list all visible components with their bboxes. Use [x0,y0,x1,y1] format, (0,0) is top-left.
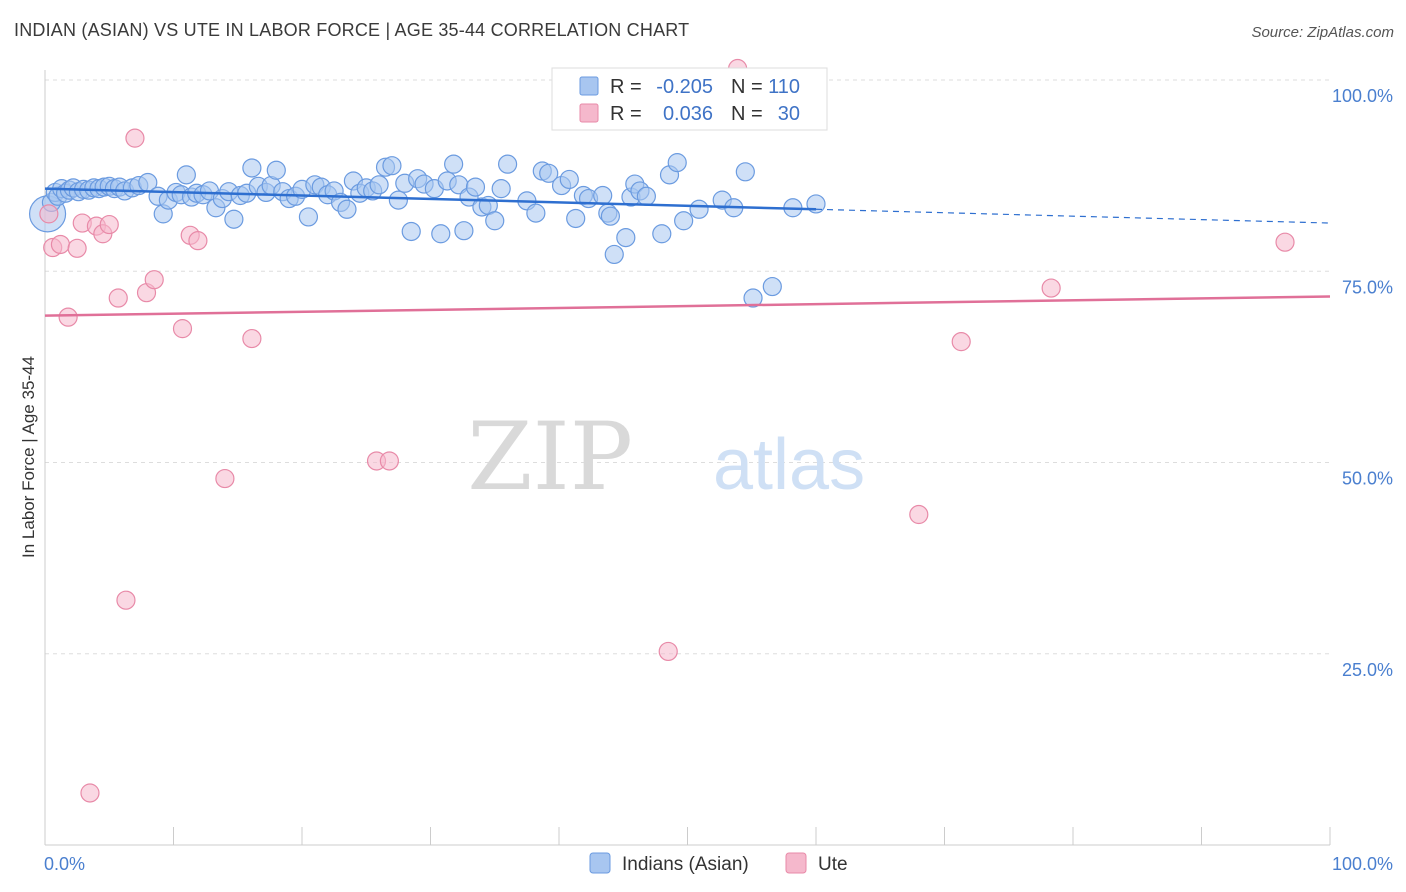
ute-point [1275,232,1295,252]
legend-n-label-indians: N = [731,76,763,98]
y-tick-labels: 25.0% 50.0% 75.0% 100.0% [1332,86,1393,680]
indians-point [382,156,402,176]
legend-r-label-ute: R = [610,103,642,125]
watermark-zip: ZIP [467,403,633,512]
indians-point [652,224,672,244]
series-ute [39,58,1295,803]
ute-point [172,319,193,339]
indians-point [566,208,586,229]
legend-swatch-indians [579,76,599,96]
indians-point [743,288,763,308]
indians-point [616,227,636,248]
indians-point [401,221,421,242]
ute-point [108,288,128,308]
indians-point [431,224,451,244]
ute-point [144,270,164,290]
series-legend: Indians (Asian) Ute [589,852,848,875]
ute-point [99,214,119,235]
ute-point [242,328,262,349]
ute-point [1041,278,1061,298]
ute-point [125,128,145,148]
indians-point [498,154,518,174]
indians-point [689,199,709,219]
indians-point [388,190,408,210]
y-tick-label-100: 100.0% [1332,86,1393,106]
ute-point [39,204,59,224]
watermark-atlas: atlas [713,425,865,505]
indians-point [485,211,505,231]
indians-point [465,177,486,197]
ute-point [116,590,136,610]
indians-point [600,206,621,226]
legend-r-label-indians: R = [610,76,642,98]
indians-point [454,221,474,241]
source-credit: Source: ZipAtlas.com [1251,24,1394,41]
indians-point [604,244,624,265]
bottom-legend-label-indians: Indians (Asian) [622,854,749,875]
chart-title: INDIAN (ASIAN) VS UTE IN LABOR FORCE | A… [14,20,690,40]
x-tick-label-min: 0.0% [44,854,85,874]
correlation-legend: R = -0.205 N = 110 R = 0.036 N = 30 [551,67,828,131]
indians-point [674,211,694,231]
indians-trend-line [44,187,817,211]
ute-point [58,307,78,327]
indians-point [526,203,546,223]
watermark: ZIP atlas [467,403,865,512]
indians-point [735,162,755,182]
indians-point [593,185,613,206]
bottom-legend-swatch-ute [785,852,807,874]
indians-point [369,175,389,195]
indians-point [298,207,319,227]
legend-swatch-ute [579,103,599,123]
indians-point [444,154,464,174]
bottom-legend-label-ute: Ute [818,854,848,875]
gridlines [45,79,1330,655]
ute-point [67,238,87,258]
ute-point [50,234,71,255]
ute-trend-line [44,295,1331,317]
y-axis-title: In Labor Force | Age 35-44 [19,356,38,558]
indians-point [762,276,782,297]
indians-point [337,199,357,219]
indians-point [667,153,687,173]
trend-lines [44,187,1331,317]
indians-trend-extension [815,208,1331,224]
indians-point [242,158,262,178]
y-tick-label-25: 25.0% [1342,660,1393,680]
ute-point [909,504,929,525]
ute-point [951,332,971,352]
indians-point [266,160,286,180]
series-indians-asian [28,153,826,308]
y-tick-label-75: 75.0% [1342,277,1393,297]
indians-point [491,179,511,199]
indians-point [636,186,656,206]
indians-point [224,209,244,229]
x-tick-label-max: 100.0% [1332,854,1393,874]
ute-point [379,451,399,471]
ute-point [215,468,235,489]
ute-point [658,641,678,662]
bottom-legend-swatch-indians [589,852,611,874]
legend-n-value-ute: 30 [778,103,800,125]
indians-point [539,163,559,183]
legend-r-value-indians: -0.205 [656,76,713,98]
legend-r-value-ute: 0.036 [663,103,713,125]
indians-point [176,165,196,185]
legend-n-label-ute: N = [731,103,763,125]
ute-point [80,783,100,803]
indians-point [559,169,579,190]
y-tick-label-50: 50.0% [1342,469,1393,489]
ute-point [188,231,208,251]
legend-n-value-indians: 110 [768,76,800,98]
x-axis-ticks [44,827,1331,845]
